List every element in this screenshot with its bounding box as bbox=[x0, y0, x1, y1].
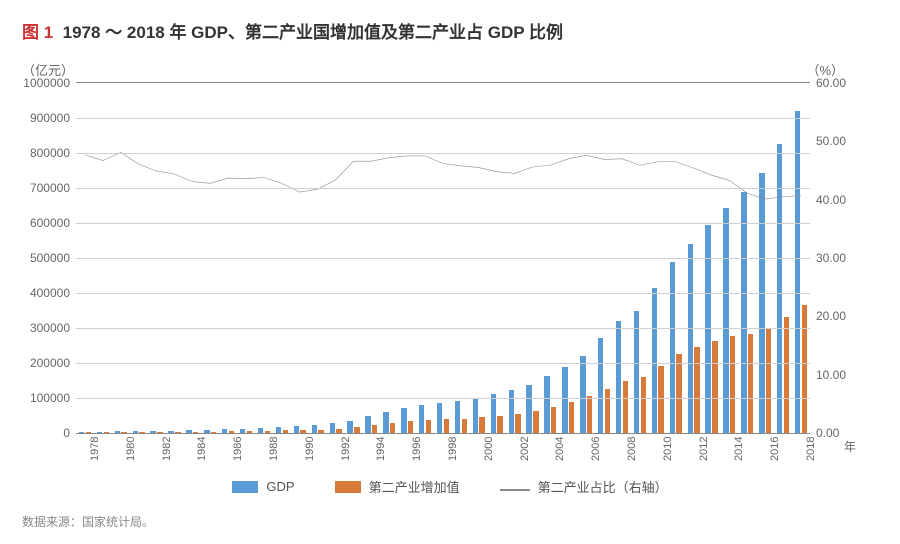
y-left-tick: 600000 bbox=[30, 216, 76, 230]
gridline bbox=[76, 363, 810, 364]
x-tick: 2006 bbox=[586, 437, 602, 461]
data-source: 数据来源：国家统计局。 bbox=[22, 513, 154, 530]
y-right-tick: 10.00 bbox=[810, 368, 846, 382]
gridline bbox=[76, 153, 810, 154]
legend: GDP 第二产业增加值 第二产业占比（右轴） bbox=[0, 477, 900, 496]
y-left-tick: 700000 bbox=[30, 181, 76, 195]
x-tick: 1996 bbox=[407, 437, 423, 461]
x-tick: 2000 bbox=[479, 437, 495, 461]
x-tick: 1984 bbox=[192, 437, 208, 461]
y-right-tick: 60.00 bbox=[810, 76, 846, 90]
y-left-tick: 400000 bbox=[30, 286, 76, 300]
x-tick: 1980 bbox=[121, 437, 137, 461]
y-left-tick: 1000000 bbox=[23, 76, 76, 90]
gridline bbox=[76, 398, 810, 399]
x-tick: 1992 bbox=[336, 437, 352, 461]
y-right-tick: 20.00 bbox=[810, 309, 846, 323]
x-tick: 2002 bbox=[515, 437, 531, 461]
x-tick: 1990 bbox=[300, 437, 316, 461]
chart-area: 年 01000002000003000004000005000006000007… bbox=[76, 82, 810, 434]
legend-gdp: GDP bbox=[232, 477, 294, 496]
gridline bbox=[76, 223, 810, 224]
x-tick: 1998 bbox=[443, 437, 459, 461]
legend-secondary: 第二产业增加值 bbox=[335, 477, 460, 496]
x-tick: 2014 bbox=[729, 437, 745, 461]
y-right-tick: 30.00 bbox=[810, 251, 846, 265]
gridline bbox=[76, 118, 810, 119]
y-left-tick: 500000 bbox=[30, 251, 76, 265]
y-right-tick: 50.00 bbox=[810, 134, 846, 148]
y-left-tick: 800000 bbox=[30, 146, 76, 160]
x-tick: 1988 bbox=[264, 437, 280, 461]
x-tick: 1978 bbox=[85, 437, 101, 461]
y-left-tick: 200000 bbox=[30, 356, 76, 370]
gridline bbox=[76, 188, 810, 189]
gridline bbox=[76, 293, 810, 294]
x-axis-suffix: 年 bbox=[844, 438, 856, 455]
x-tick: 2018 bbox=[801, 437, 817, 461]
title-prefix: 图 1 bbox=[22, 23, 53, 42]
x-tick: 2008 bbox=[622, 437, 638, 461]
x-tick: 2004 bbox=[550, 437, 566, 461]
x-tick: 2012 bbox=[694, 437, 710, 461]
gridline bbox=[76, 328, 810, 329]
gridline bbox=[76, 258, 810, 259]
x-tick: 1982 bbox=[157, 437, 173, 461]
y-right-tick: 40.00 bbox=[810, 193, 846, 207]
x-tick: 2016 bbox=[765, 437, 781, 461]
x-tick: 2010 bbox=[658, 437, 674, 461]
chart-title: 图 1 1978 ～ 2018 年 GDP、第二产业国增加值及第二产业占 GDP… bbox=[22, 18, 878, 43]
y-left-tick: 300000 bbox=[30, 321, 76, 335]
x-tick: 1994 bbox=[371, 437, 387, 461]
x-tick: 1986 bbox=[228, 437, 244, 461]
legend-ratio: 第二产业占比（右轴） bbox=[500, 477, 668, 496]
y-left-tick: 900000 bbox=[30, 111, 76, 125]
title-text: 1978 ～ 2018 年 GDP、第二产业国增加值及第二产业占 GDP 比例 bbox=[63, 23, 563, 42]
y-left-tick: 0 bbox=[63, 426, 76, 440]
legend-swatch-gdp bbox=[232, 481, 258, 493]
y-left-tick: 100000 bbox=[30, 391, 76, 405]
legend-swatch-ratio bbox=[500, 489, 530, 491]
legend-swatch-secondary bbox=[335, 481, 361, 493]
